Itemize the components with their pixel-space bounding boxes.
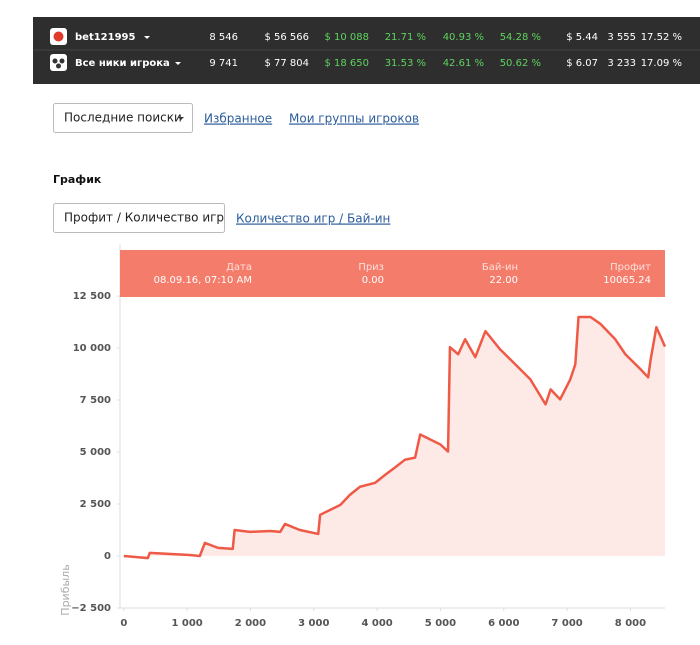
y-tick-label: −2 500: [71, 603, 111, 614]
y-tick-label: 12 500: [73, 291, 111, 302]
stat-cell: 3 555: [607, 32, 636, 43]
stat-cell: 8 546: [209, 32, 238, 43]
stat-cell: 3 233: [607, 58, 636, 69]
y-tick-label: 7 500: [80, 395, 111, 406]
stat-cell: 31.53 %: [385, 58, 426, 69]
group-icon-mark: [59, 58, 65, 64]
x-tick-label: 5 000: [425, 618, 456, 629]
stat-cell: $ 5.44: [566, 32, 598, 43]
stat-cell: $ 18 650: [324, 58, 369, 69]
x-tick-label: 4 000: [361, 618, 392, 629]
chart-tab-link[interactable]: Количество игр / Бай-ин: [236, 212, 390, 226]
stat-cell: 17.09 %: [641, 58, 682, 69]
x-tick-label: 1 000: [171, 618, 202, 629]
y-tick-label: 5 000: [80, 447, 111, 458]
tab-link[interactable]: Избранное: [204, 112, 272, 126]
tab-link[interactable]: Мои группы игроков: [289, 112, 419, 126]
dropdown-caret: [175, 62, 181, 65]
area: [123, 317, 665, 559]
group-icon-mark: [52, 58, 58, 64]
player-icon-mark: [53, 31, 64, 42]
tooltip-label: Приз: [358, 262, 384, 273]
tooltip: [120, 250, 665, 297]
x-tick-label: 0: [120, 618, 127, 629]
y-tick-label: 2 500: [80, 499, 111, 510]
tab-label[interactable]: Последние поиски: [64, 111, 182, 125]
tooltip-value: 0.00: [362, 275, 384, 286]
stat-cell: 40.93 %: [443, 32, 484, 43]
chart-tab-label[interactable]: Профит / Количество игр: [64, 211, 224, 225]
x-tick-label: 3 000: [298, 618, 329, 629]
y-tick-label: 10 000: [73, 343, 111, 354]
stat-cell: 42.61 %: [443, 58, 484, 69]
tooltip-label: Бай-ин: [482, 262, 518, 273]
stat-cell: $ 56 566: [264, 32, 309, 43]
chart-tab-button[interactable]: [53, 203, 225, 233]
x-tick-label: 6 000: [488, 618, 519, 629]
tooltip-label: Дата: [226, 262, 252, 273]
line: [123, 315, 667, 560]
tooltip-value: 22.00: [489, 275, 518, 286]
dropdown-caret: [178, 117, 184, 120]
x-tick-label: 2 000: [235, 618, 266, 629]
x-tick-label: 8 000: [615, 618, 646, 629]
group-icon: [50, 54, 67, 71]
tooltip-value: 10065.24: [603, 275, 651, 286]
section-title: График: [53, 173, 102, 186]
stat-cell: 9 741: [209, 58, 238, 69]
tab-button[interactable]: [53, 103, 193, 133]
stat-cell: $ 6.07: [566, 58, 598, 69]
x-tick-label: 7 000: [551, 618, 582, 629]
stat-cell: $ 10 088: [324, 32, 369, 43]
stat-cell: 54.28 %: [500, 32, 541, 43]
group-icon-mark: [56, 63, 61, 69]
stat-cell: 21.71 %: [385, 32, 426, 43]
plot: −2 500 0 2 500 5 000 7 500 10 000 12 500 0 1 000…: [71, 244, 667, 629]
stat-cell: 17.52 %: [641, 32, 682, 43]
dropdown-caret: [144, 36, 150, 39]
y-axis-label: Прибыль: [59, 564, 72, 615]
nickname[interactable]: Все ники игрока: [75, 58, 170, 69]
stat-cell: 50.62 %: [500, 58, 541, 69]
nickname[interactable]: bet121995: [75, 32, 136, 43]
stat-cell: $ 77 804: [264, 58, 309, 69]
tooltip-value: 08.09.16, 07:10 AM: [154, 275, 252, 286]
y-tick-label: 0: [104, 551, 111, 562]
tooltip-label: Профит: [610, 262, 651, 273]
